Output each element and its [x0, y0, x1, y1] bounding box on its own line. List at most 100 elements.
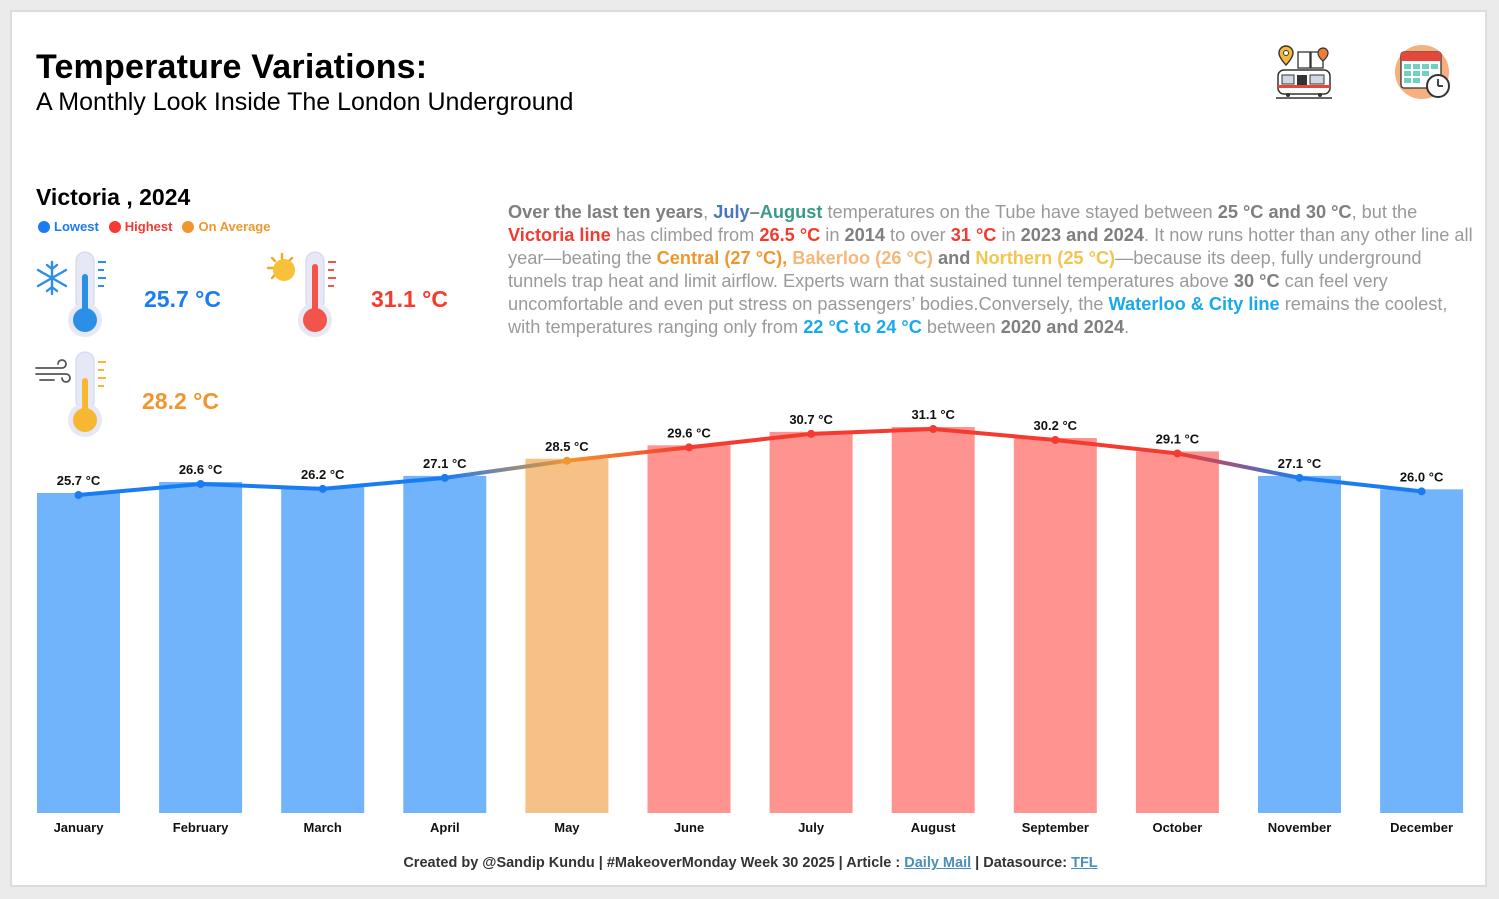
- sun-thermometer-icon: [264, 248, 344, 345]
- bar-march: [281, 486, 365, 813]
- data-point: [685, 443, 693, 452]
- data-point: [1417, 487, 1426, 496]
- data-point: [562, 456, 571, 465]
- bar-november: [1258, 475, 1341, 813]
- x-tick-label: September: [1022, 820, 1089, 835]
- data-label: 26.6 °C: [179, 462, 223, 477]
- data-point: [74, 491, 83, 499]
- narrative-part: Central (27 °C),: [656, 248, 788, 268]
- trend-line-segment: [1297, 475, 1424, 494]
- narrative-part: remains the coolest, with temperatures r…: [508, 294, 1448, 337]
- data-label: 26.0 °C: [1400, 469, 1444, 484]
- datasource-link[interactable]: TFL: [1071, 855, 1098, 871]
- narrative-part: –: [749, 202, 760, 222]
- narrative-part: to over: [884, 225, 951, 245]
- page-subtitle: A Monthly Look Inside The London Undergr…: [36, 88, 574, 116]
- page-title: Temperature Variations:: [36, 48, 428, 86]
- trend-line-segment: [1175, 451, 1302, 480]
- legend-label-average: On Average: [198, 219, 271, 234]
- narrative-part: 2014: [844, 225, 885, 245]
- article-link[interactable]: Daily Mail: [904, 855, 972, 871]
- data-point: [929, 425, 938, 433]
- narrative-part: 2020 and 2024: [1000, 317, 1125, 337]
- footer-prefix: Created by @Sandip Kundu | #MakeoverMond…: [403, 855, 905, 871]
- narrative-part: 30 °C: [1233, 271, 1280, 291]
- legend-item-lowest: Lowest: [38, 219, 99, 234]
- data-label: 29.1 °C: [1156, 431, 1200, 446]
- data-point: [1173, 449, 1182, 458]
- legend-item-highest: Highest: [108, 219, 173, 234]
- trend-line-segment: [687, 431, 814, 450]
- data-label: 26.2 °C: [301, 467, 345, 482]
- bar-february: [159, 482, 243, 813]
- x-tick-label: October: [1152, 820, 1202, 835]
- x-tick-label: December: [1390, 820, 1453, 835]
- trend-line-segment: [76, 482, 203, 497]
- data-label: 28.5 °C: [545, 439, 589, 454]
- trend-line-segment: [320, 475, 447, 491]
- narrative-part: Over the last ten years: [508, 202, 704, 222]
- x-tick-label: June: [674, 820, 704, 835]
- x-tick-label: May: [554, 820, 580, 835]
- legend-dot-lowest: [38, 220, 50, 233]
- kpi-lowest-value: 25.7 °C: [144, 286, 221, 312]
- bar-october: [1135, 451, 1219, 813]
- narrative-part: ,: [703, 202, 714, 222]
- dashboard-frame: Temperature Variations: A Monthly Look I…: [10, 10, 1487, 887]
- narrative-text: Over the last ten years, July–August tem…: [508, 201, 1474, 339]
- trend-line-segment: [1053, 438, 1180, 456]
- footer-credits: Created by @Sandip Kundu | #MakeoverMond…: [12, 855, 1489, 871]
- calendar-clock-icon: [1394, 44, 1452, 102]
- narrative-part: 25 °C and 30 °C: [1217, 202, 1352, 222]
- narrative-part: 22 °C to 24 °C: [803, 317, 922, 337]
- monthly-temperature-chart: January February March April May June July Augu…: [37, 407, 1464, 835]
- narrative-part: in: [996, 225, 1021, 245]
- data-point: [1295, 473, 1304, 482]
- narrative-part: .: [1124, 317, 1130, 337]
- narrative-part: temperatures on the Tube have stayed bet…: [822, 202, 1218, 222]
- narrative-part: . It now runs hotter than any other line…: [508, 225, 1473, 268]
- narrative-part: Victoria line: [508, 225, 611, 245]
- narrative-part: in: [820, 225, 845, 245]
- data-label: 30.7 °C: [789, 412, 833, 427]
- narrative-part: 26.5 °C: [759, 225, 821, 245]
- narrative-part: —because its deep, fully underground tun…: [508, 248, 1422, 291]
- data-label: 27.1 °C: [1278, 456, 1322, 471]
- kpi-average-value: 28.2 °C: [142, 388, 219, 414]
- data-point: [440, 473, 449, 482]
- x-tick-label: March: [304, 820, 342, 835]
- narrative-part: August: [759, 202, 823, 222]
- trend-line-segment: [564, 445, 691, 463]
- narrative-part: Bakerloo (26 °C): [792, 248, 933, 268]
- bar-august: [891, 427, 975, 813]
- legend: Lowest Highest On Average: [38, 219, 270, 234]
- trend-line-segment: [931, 427, 1058, 442]
- bar-september: [1013, 438, 1097, 813]
- x-tick-label: February: [173, 820, 229, 835]
- footer-middle: | Datasource:: [971, 855, 1072, 871]
- data-label: 29.6 °C: [667, 425, 711, 440]
- legend-item-average: On Average: [182, 219, 270, 234]
- legend-label-highest: Highest: [124, 219, 173, 234]
- narrative-part: 2023 and 2024: [1020, 225, 1145, 245]
- narrative-part: has climbed from: [610, 225, 760, 245]
- narrative-part: , but the: [1351, 202, 1418, 222]
- narrative-part: and: [932, 248, 976, 268]
- trend-line-segment: [809, 427, 936, 436]
- x-tick-label: January: [54, 820, 105, 835]
- data-label: 27.1 °C: [423, 456, 467, 471]
- snowflake-thermometer-icon: [34, 248, 114, 345]
- legend-dot-average: [182, 220, 195, 233]
- wind-thermometer-icon: [34, 348, 114, 445]
- trend-line-segment: [442, 458, 569, 480]
- x-tick-label: November: [1268, 820, 1332, 835]
- bar-may: [525, 458, 609, 813]
- narrative-part: Waterloo & City line: [1108, 294, 1280, 314]
- bar-april: [403, 475, 487, 813]
- train-station-map-icon: [1274, 44, 1334, 102]
- data-label: 25.7 °C: [57, 473, 101, 488]
- data-point: [1051, 436, 1060, 444]
- data-point: [807, 429, 816, 438]
- narrative-part: can feel very uncomfortable and even put…: [508, 271, 1388, 314]
- narrative-part: Northern (25 °C): [975, 248, 1116, 268]
